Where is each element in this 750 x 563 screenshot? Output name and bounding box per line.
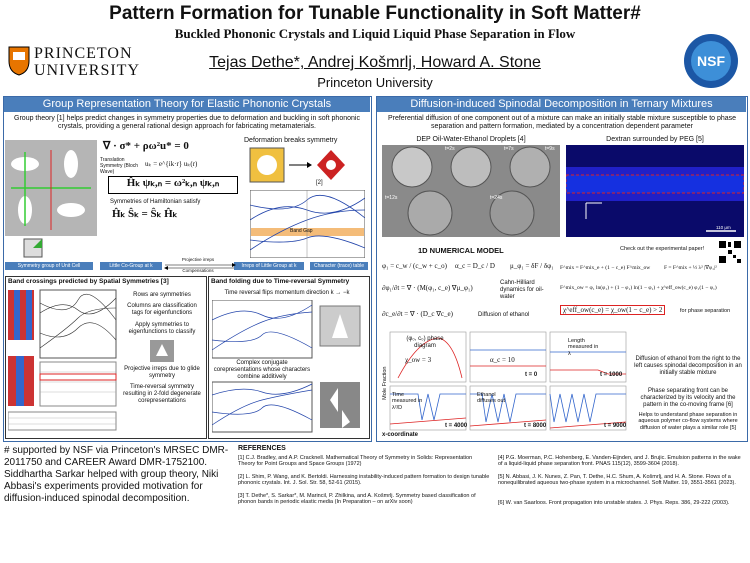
flow-box: Little Co-Group at k xyxy=(100,262,162,270)
reference: [6] W. van Saarloos. Front propagation i… xyxy=(498,500,730,506)
label: Band Gap xyxy=(290,228,313,234)
note: Phase separating front can be characteri… xyxy=(640,388,736,408)
nsf-logo: NSF xyxy=(684,34,738,88)
time-label: t=7s xyxy=(504,146,514,152)
label: Symmetries of Hamiltonian satisfy xyxy=(110,199,201,205)
equation: μ_φ₁ = δF / δφ₁ xyxy=(510,262,554,270)
reference: [3] T. Dethe*, S. Sarkar*, M. Marincil, … xyxy=(238,493,476,506)
plot-label: (φ₀, c₀) phase diagram xyxy=(406,336,444,349)
princeton-shield xyxy=(8,46,30,76)
box-heading: Band folding due to Time-reversal Symmet… xyxy=(211,278,350,285)
time-label: t=24s xyxy=(490,195,503,201)
band-folding-figures xyxy=(212,300,361,433)
section-heading: Diffusion-induced Spinodal Decomposition… xyxy=(377,97,746,112)
equation: F = F^mix + ½ λ² |∇φ₁|² xyxy=(664,265,717,271)
flow-label: Compensations xyxy=(182,268,214,273)
dextran-image xyxy=(566,145,744,237)
note: Complex conjugate corepresentations whos… xyxy=(213,360,311,380)
model-heading: 1D NUMERICAL MODEL xyxy=(418,246,504,255)
flow-box: Character (trace) table xyxy=(310,262,368,270)
support: # supported by NSF via Princeton's MRSEC… xyxy=(4,445,229,504)
logo-text: UNIVERSITY xyxy=(34,62,140,79)
time-label: t=12s xyxy=(385,195,398,201)
time-label: t=2s xyxy=(445,146,455,152)
plot-label: t = 9000 xyxy=(604,423,627,429)
band-figures xyxy=(8,289,117,431)
image-title: DEP Oil-Water-Ethanol Droplets [4] xyxy=(416,136,526,143)
eq-note: Diffusion of ethanol xyxy=(478,312,530,318)
logo-text: PRINCETON xyxy=(34,45,133,62)
note: Helps to understand phase separation in … xyxy=(638,412,738,431)
note: Diffusion of ethanol from the right to t… xyxy=(634,356,742,376)
flow-box: Symmetry group of Unit Cell xyxy=(5,262,93,270)
simulation-plots xyxy=(389,331,627,431)
reference: [2] L. Shim, P. Wang, and K. Bertoldi. H… xyxy=(238,474,490,487)
equation: φ₁ = c_w / (c_w + c_o) xyxy=(382,262,447,270)
note: Time reversal flips momentum direction k… xyxy=(224,290,350,296)
box xyxy=(208,276,370,439)
equation: ∂c_e/∂t = ∇ · (D_c ∇c_e) xyxy=(382,310,453,318)
label: Deformation breaks symmetry xyxy=(244,137,338,144)
subtitle: Buckled Phononic Crystals and Liquid Liq… xyxy=(174,26,576,41)
note: Projective irreps due to glide symmetry xyxy=(124,366,200,379)
equation: χ^eff_ow(c_e) = χ_ow(1 − c_e) > 2 xyxy=(560,305,666,316)
note: Apply symmetries to eigenfunctions to cl… xyxy=(128,322,196,335)
authors: Tejas Dethe*, Andrej Košmrlj, Howard A. … xyxy=(209,54,541,71)
unit-cell-icon xyxy=(150,340,174,362)
equation: α_c = D_c / D xyxy=(455,262,495,270)
equation: ∇ · σ* + ρω²u* = 0 xyxy=(103,140,189,152)
box-heading: Band crossings predicted by Spatial Symm… xyxy=(8,278,169,285)
time-label: t=9s xyxy=(545,146,555,152)
reference: [1] C.J. Bradley, and A.P. Cracknell. Ma… xyxy=(238,455,473,468)
plot-label: t = 4000 xyxy=(445,423,468,429)
nsf-text: NSF xyxy=(697,53,725,69)
equation: ∂φ₁/∂t = ∇ · (M(φ₁, c_e) ∇μ_φ₁) xyxy=(382,284,473,292)
equation: F^mix = F^mix_e + (1 − c_e) F^mix_ow xyxy=(560,265,651,271)
droplet-images xyxy=(382,145,560,237)
qr-note: Check out the experimental paper! xyxy=(620,246,705,252)
deformation-images xyxy=(249,147,345,183)
intro: Preferential diffusion of one component … xyxy=(387,115,737,131)
title: Pattern Formation for Tunable Functional… xyxy=(109,3,641,24)
plot-label: Time measured in λ²/D xyxy=(392,392,423,411)
plot-label: t = 8000 xyxy=(524,423,547,429)
flow-arrows xyxy=(164,263,236,270)
plot-label: Ethanol diffuses out xyxy=(477,392,506,405)
affiliation: Princeton University xyxy=(317,75,433,90)
eq-note: for phase separation xyxy=(680,308,731,314)
flow-label: Projective irreps xyxy=(181,257,215,262)
note: Columns are classification tags for eige… xyxy=(127,303,197,316)
reference: [5] N. Abbasi, J. K. Nunes, Z. Pan, T. D… xyxy=(498,474,736,487)
references-heading: REFERENCES xyxy=(238,445,286,452)
ref: [2] xyxy=(316,180,323,186)
equation: uₖ = e^{ik·r} uₖ(r) xyxy=(145,160,198,168)
image-title: Dextran surrounded by PEG [5] xyxy=(606,136,704,143)
equation: Ĥₖ Ŝₖ = Ŝₖ Ĥₖ xyxy=(112,208,178,220)
section-heading: Group Representation Theory for Elastic … xyxy=(4,97,370,112)
equation: F^mix_ow = φ₁ ln(φ₁) + (1 − φ₁) ln(1 − φ… xyxy=(560,285,717,291)
plot-label: α_c = 10 xyxy=(490,356,515,364)
label: Translation Symmetry (Bloch Wave) xyxy=(100,157,139,175)
qr-code xyxy=(718,240,742,264)
brillouin-zone xyxy=(23,238,43,258)
plot-label: t = 0 xyxy=(525,372,538,378)
scale-bar-label: 110 μm xyxy=(716,225,731,230)
note: Time-reversal symmetry resulting in 2-fo… xyxy=(123,384,201,404)
intro: Group theory [1] helps predict changes i… xyxy=(14,115,360,131)
lattice-image xyxy=(5,140,97,236)
plot-label: t = 1000 xyxy=(600,372,623,378)
axis-label: x-coordinate xyxy=(382,432,419,438)
eq-note: Cahn-Hilliard dynamics for oil-water xyxy=(500,280,544,300)
reference: [4] P.G. Moerman, P.C. Hohenberg, E. Van… xyxy=(498,455,741,468)
plot-label: χ_ow = 3 xyxy=(405,356,432,364)
plot-label: Length measured in λ xyxy=(568,338,599,357)
axis-label: Mole Fraction xyxy=(381,366,388,400)
band-plot xyxy=(250,190,365,258)
flow-box: Irreps of Little Group at k xyxy=(234,262,304,270)
box xyxy=(5,276,207,439)
equation: Ĥₖ ψₖ,ₙ = ω²ₖ,ₙ ψₖ,ₙ xyxy=(108,176,238,194)
note: Rows are symmetries xyxy=(133,292,191,298)
